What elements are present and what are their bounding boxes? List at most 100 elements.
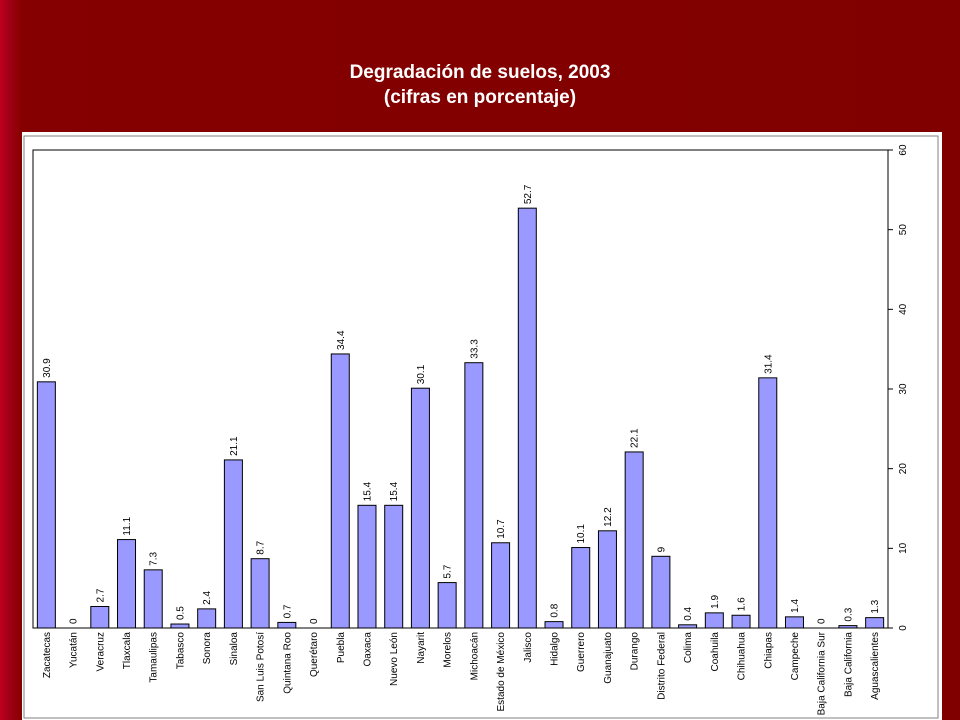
category-label: Jalisco <box>523 632 534 663</box>
bar <box>410 387 430 629</box>
bar-value-label: 0.5 <box>175 606 186 620</box>
bar-value-label: 21.1 <box>229 436 240 456</box>
bar <box>571 547 591 629</box>
bar-value-label: 31.4 <box>763 354 774 374</box>
category-label: Morelos <box>443 632 454 668</box>
category-label: Tlaxcala <box>122 632 133 670</box>
bar-value-label: 1.4 <box>790 599 801 613</box>
bar <box>357 504 377 629</box>
y-tick-label: 40 <box>898 303 909 315</box>
bar <box>517 207 537 629</box>
bar-chart: 30.9 0 2.7 11.1 7.3 0.5 2.4 21.1 8.7 0.7 0 34.4 15.4… <box>23 135 939 719</box>
bar-value-label: 10.7 <box>496 519 507 539</box>
chart-area-border <box>23 135 939 719</box>
bar-value-label: 12.2 <box>603 507 614 527</box>
bar <box>277 621 297 629</box>
category-label: Nayarit <box>416 632 427 664</box>
bar-value-label: 0.8 <box>550 603 561 617</box>
bar <box>784 616 804 629</box>
plot-frame-group <box>23 135 939 719</box>
category-label: Chihuahua <box>737 632 748 681</box>
category-label: Michoacán <box>469 632 480 680</box>
bar <box>758 377 778 629</box>
category-label: Campeche <box>790 632 801 681</box>
category-label: Baja California Sur <box>817 631 828 715</box>
bar <box>464 362 484 629</box>
bar <box>704 612 724 629</box>
bar-value-label: 0.3 <box>843 607 854 621</box>
bar <box>544 621 564 629</box>
bar-value-label: 10.1 <box>576 524 587 544</box>
bar-value-label: 5.7 <box>443 564 454 578</box>
category-label: Durango <box>630 632 641 671</box>
bar <box>838 625 858 629</box>
bars-group <box>36 207 885 629</box>
bar <box>731 614 751 629</box>
y-tick-label: 0 <box>898 625 909 631</box>
y-tick-label: 10 <box>898 542 909 554</box>
bar-value-label: 15.4 <box>389 481 400 501</box>
bar-value-label: 11.1 <box>122 516 133 535</box>
category-label: Sonora <box>202 632 213 665</box>
bar-value-label: 2.4 <box>202 591 213 605</box>
bar-value-label: 0 <box>69 618 80 624</box>
category-labels-group: Zacatecas Yucatán Veracruz Tlaxcala Tamaulip… <box>42 631 881 715</box>
category-label: Puebla <box>336 632 347 664</box>
bar-value-label: 8.7 <box>256 540 267 554</box>
bar-value-label: 2.7 <box>95 588 106 602</box>
category-label: Estado de México <box>496 632 507 712</box>
category-label: Querétaro <box>309 632 320 677</box>
bar <box>491 542 511 629</box>
bar-value-label: 1.9 <box>710 595 721 609</box>
bar-value-label: 7.3 <box>149 552 160 566</box>
bar <box>437 582 457 629</box>
bar <box>624 451 644 629</box>
category-label: Quintana Roo <box>282 632 293 694</box>
chart-title-block: Degradación de suelos, 2003 (cifras en p… <box>0 60 960 110</box>
category-label: Guanajuato <box>603 632 614 684</box>
bar <box>90 605 110 629</box>
bar-value-label: 15.4 <box>362 481 373 501</box>
y-tick-label: 50 <box>898 224 909 236</box>
bar-value-label: 22.1 <box>630 428 641 448</box>
category-label: Sinaloa <box>229 632 240 666</box>
bar-value-label: 0 <box>309 618 320 624</box>
category-label: Chiapas <box>763 632 774 669</box>
bar-value-label: 30.9 <box>42 358 53 378</box>
bar <box>170 623 190 629</box>
category-label: Hidalgo <box>550 632 561 666</box>
bar-value-label: 34.4 <box>336 330 347 350</box>
bar-value-label: 0 <box>817 618 828 624</box>
chart-panel: 30.9 0 2.7 11.1 7.3 0.5 2.4 21.1 8.7 0.7 0 34.4 15.4… <box>22 132 942 720</box>
y-tick-label: 60 <box>898 144 909 156</box>
y-axis-group: 0 10 20 30 40 50 60 <box>888 144 909 631</box>
bar <box>384 504 404 629</box>
category-label: Zacatecas <box>42 632 53 678</box>
bar <box>197 608 217 629</box>
bar <box>678 624 698 629</box>
category-label: Veracruz <box>95 632 106 671</box>
chart-subtitle: (cifras en porcentaje) <box>383 87 577 108</box>
bar-value-label: 1.6 <box>737 597 748 611</box>
bar <box>330 353 350 629</box>
category-label: Oaxaca <box>362 632 373 667</box>
category-label: Tamaulipas <box>149 632 160 683</box>
category-label: Nuevo León <box>389 632 400 686</box>
bar-value-label: 30.1 <box>416 364 427 384</box>
bar <box>597 530 617 629</box>
category-label: Yucatán <box>69 632 80 668</box>
y-tick-label: 20 <box>898 463 909 475</box>
category-label: Coahuila <box>710 632 721 672</box>
bar-value-label: 52.7 <box>523 184 534 204</box>
plot-area <box>32 149 889 629</box>
bar <box>223 459 243 629</box>
bar-value-label: 33.3 <box>469 339 480 359</box>
category-label: Distrito Federal <box>656 632 667 700</box>
category-label: Colima <box>683 632 694 664</box>
y-tick-label: 30 <box>898 383 909 395</box>
bar <box>36 381 56 629</box>
category-label: Baja California <box>843 632 854 697</box>
bar <box>250 558 270 629</box>
category-label: Aguascalientes <box>870 632 881 700</box>
bar-value-label: 0.7 <box>282 604 293 618</box>
